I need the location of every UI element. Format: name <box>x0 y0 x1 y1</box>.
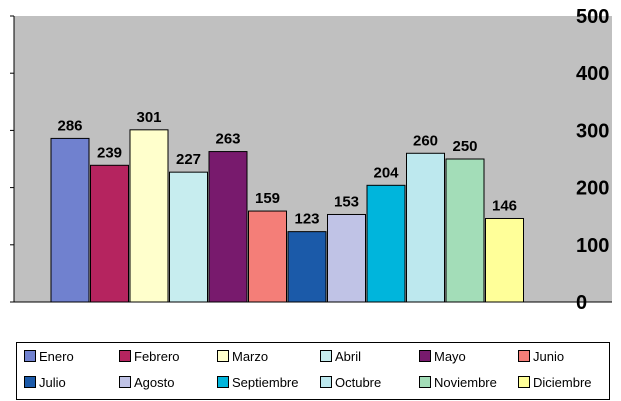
bar-enero <box>50 137 90 303</box>
data-label-mayo: 263 <box>215 131 240 148</box>
legend-label: Octubre <box>335 374 382 390</box>
y-tick-label: 300 <box>576 120 609 142</box>
legend-item-agosto: Agosto <box>119 373 174 391</box>
y-tick-label: 0 <box>576 292 587 314</box>
legend-label: Abril <box>335 348 362 364</box>
data-label-octubre: 260 <box>413 132 438 149</box>
bar-abril <box>169 171 208 303</box>
legend-item-mayo: Mayo <box>419 347 466 365</box>
data-label-septiembre: 204 <box>373 164 399 181</box>
data-label-julio: 123 <box>294 211 319 228</box>
legend-swatch <box>320 350 332 362</box>
bar-diciembre <box>485 217 524 303</box>
legend-swatch <box>119 376 131 388</box>
legend-label: Junio <box>533 348 565 364</box>
data-label-abril: 227 <box>176 151 201 168</box>
bar-agosto <box>327 213 366 303</box>
data-label-febrero: 239 <box>97 144 122 161</box>
legend-label: Septiembre <box>232 374 299 390</box>
legend-item-septiembre: Septiembre <box>217 373 298 391</box>
legend-label: Julio <box>39 374 66 390</box>
data-label-agosto: 153 <box>334 193 359 210</box>
y-tick-label: 500 <box>576 6 609 28</box>
legend-label: Marzo <box>232 348 269 364</box>
data-label-junio: 159 <box>255 190 280 207</box>
bars-group <box>50 129 524 303</box>
legend-label: Noviembre <box>434 374 497 390</box>
data-labels-group: 286 239 301 227 263 159 123 153 204 260 250 146 <box>57 109 517 228</box>
legend-item-diciembre: Diciembre <box>518 373 592 391</box>
legend-swatch <box>24 350 36 362</box>
bar-julio <box>287 231 327 303</box>
legend-swatch <box>217 376 229 388</box>
legend-label: Diciembre <box>533 374 592 390</box>
legend-item-abril: Abril <box>320 347 361 365</box>
bar-marzo <box>129 129 169 303</box>
legend-item-enero: Enero <box>24 347 74 365</box>
legend-item-julio: Julio <box>24 373 66 391</box>
legend-item-junio: Junio <box>518 347 564 365</box>
legend-item-octubre: Octubre <box>320 373 381 391</box>
data-label-enero: 286 <box>57 117 82 134</box>
legend-label: Mayo <box>434 348 466 364</box>
y-tick-label: 400 <box>576 63 609 85</box>
bar-chart: 0 100 200 300 400 500 286 239 301 227 263 159 123 15… <box>10 6 612 314</box>
bar-septiembre <box>366 184 406 303</box>
bar-febrero <box>90 164 129 303</box>
data-label-diciembre: 146 <box>492 197 517 214</box>
legend-swatch <box>419 376 431 388</box>
bar-junio <box>248 210 287 303</box>
legend-label: Febrero <box>134 348 180 364</box>
legend-label: Agosto <box>134 374 175 390</box>
legend-label: Enero <box>39 348 74 364</box>
bar-octubre <box>406 152 445 303</box>
legend-swatch <box>320 376 332 388</box>
bar-mayo <box>208 151 248 303</box>
legend-swatch <box>119 350 131 362</box>
legend-swatch <box>518 350 530 362</box>
legend-item-febrero: Febrero <box>119 347 180 365</box>
legend-item-marzo: Marzo <box>217 347 268 365</box>
y-axis-ticks: 0 100 200 300 400 500 <box>10 6 609 314</box>
bar-noviembre <box>445 158 485 303</box>
data-label-noviembre: 250 <box>452 138 477 155</box>
y-tick-label: 100 <box>576 235 609 257</box>
data-label-marzo: 301 <box>136 109 161 126</box>
legend-item-noviembre: Noviembre <box>419 373 497 391</box>
legend-swatch <box>419 350 431 362</box>
y-tick-label: 200 <box>576 178 609 200</box>
legend-swatch <box>217 350 229 362</box>
legend-swatch <box>24 376 36 388</box>
legend-swatch <box>518 376 530 388</box>
chart-legend: Enero Febrero Marzo Abril Mayo Junio Julio Agos… <box>16 342 610 400</box>
